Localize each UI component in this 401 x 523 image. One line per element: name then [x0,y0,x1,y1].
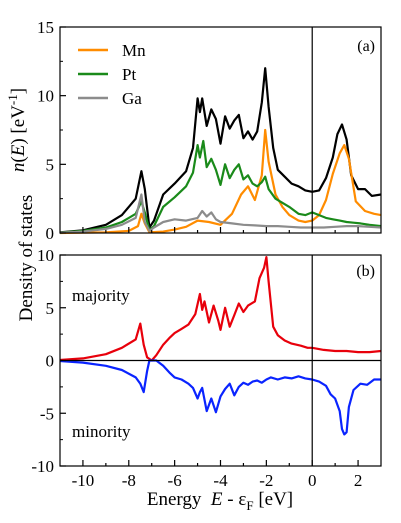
y-tick-label: 10 [37,246,54,265]
x-axis-label: Energy E - εF [eV] [147,489,293,513]
panel-b-ticks: -10 -5 0 5 10 -10 -8 -6 -4 -2 0 2 [31,246,362,490]
x-axis-label-sub: F [246,498,253,513]
annotation-minority: minority [72,422,131,441]
panel-a-y-axis-label: n(E) [eV-1] [5,88,29,172]
y-tick-label: -10 [31,457,54,476]
x-tick-label: -10 [72,471,95,490]
y-tick-label: 0 [46,224,55,243]
x-axis-label-var: E [210,489,223,510]
shared-y-axis-label: Density of states [16,195,37,322]
legend-label-Mn: Mn [122,41,146,60]
x-axis-label-prefix: Energy [147,489,211,510]
panel-a-series-layer [59,67,382,235]
y-tick-label: 10 [37,87,54,106]
panel-b: -10 -5 0 5 10 -10 -8 -6 -4 -2 0 2 (b) majority mino… [31,246,382,490]
panel-a-frame [59,26,382,234]
x-tick-label: -2 [259,471,273,490]
y-tick-label: 5 [46,155,55,174]
panel-a-ticks: 0 5 10 15 [37,18,359,243]
x-tick-label: -6 [168,471,182,490]
series-line-total [59,67,382,234]
series-line-majority [59,256,382,362]
panel-a-label: (a) [357,38,375,55]
x-tick-label: 2 [354,471,363,490]
y-tick-label: -5 [40,404,54,423]
x-axis-label-unit: [eV] [254,489,294,510]
annotation-majority: majority [72,286,130,305]
y-tick-label: 0 [46,352,55,371]
legend: Mn Pt Ga [78,41,146,108]
legend-label-Ga: Ga [122,89,142,108]
x-tick-label: 0 [308,471,317,490]
y-tick-label: 15 [37,18,54,37]
panel-b-label: (b) [356,263,375,280]
series-line-Ga [59,193,382,234]
panel-b-series-layer [59,256,382,436]
panel-a: 0 5 10 15 (a) n(E) [eV-1] Mn Pt Ga [5,18,382,243]
y-tick-label: 5 [46,299,55,318]
x-tick-label: -4 [213,471,228,490]
legend-label-Pt: Pt [122,65,136,84]
x-tick-label: -8 [122,471,136,490]
x-axis-label-minus: - ε [223,489,247,510]
